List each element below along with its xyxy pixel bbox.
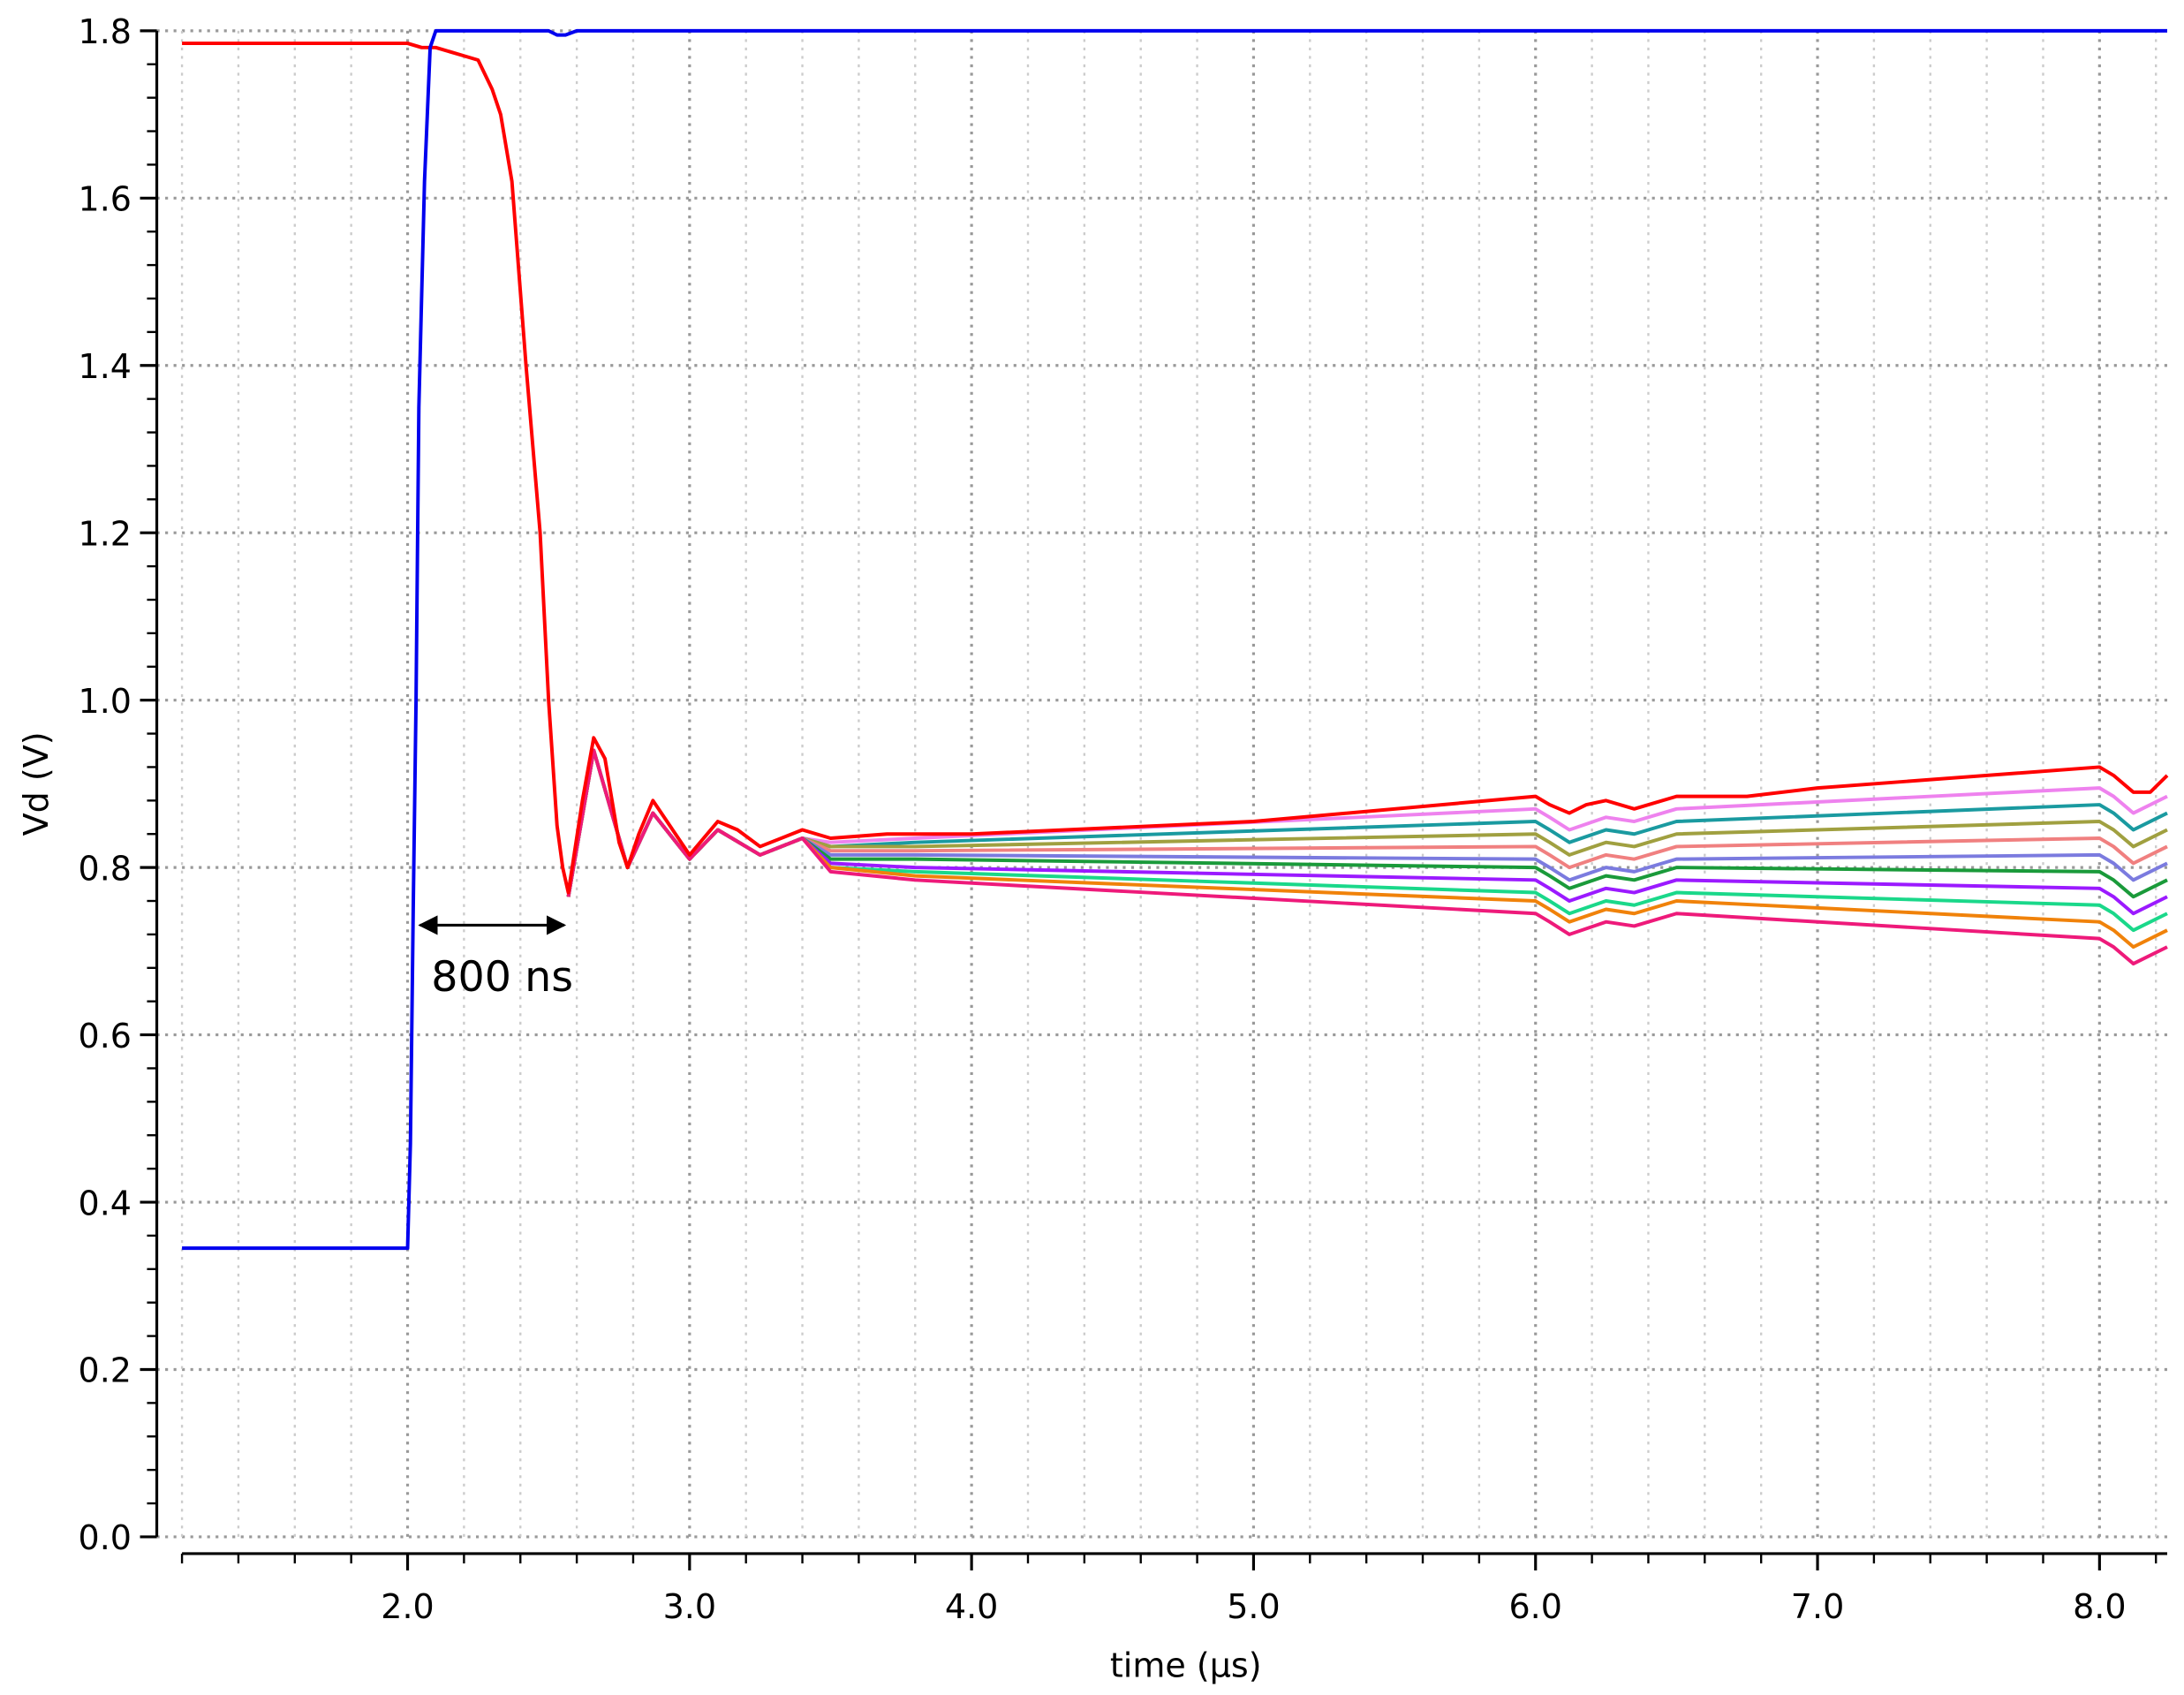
- x-tick-label: 8.0: [2073, 1587, 2126, 1626]
- x-tick-label: 7.0: [1791, 1587, 1844, 1626]
- series-line: [566, 748, 2168, 966]
- x-tick-label: 4.0: [945, 1587, 998, 1626]
- series-line: [182, 42, 2169, 895]
- annotation: 800 ns: [431, 953, 573, 1002]
- y-tick-label: 0.8: [79, 849, 132, 888]
- series-line: [566, 748, 2168, 897]
- x-tick-label: 3.0: [663, 1587, 716, 1626]
- y-tick-label: 1.4: [79, 347, 132, 386]
- series-line: [182, 28, 2167, 1251]
- x-tick-label: 5.0: [1227, 1587, 1280, 1626]
- y-axis-label: Vd (V): [17, 731, 56, 836]
- y-tick-label: 0.0: [79, 1518, 132, 1557]
- plot-lines: [182, 28, 2169, 1251]
- y-tick-label: 0.2: [79, 1351, 132, 1390]
- x-tick-label: 6.0: [1508, 1587, 1561, 1626]
- x-tick-label: 2.0: [381, 1587, 434, 1626]
- y-tick-label: 1.0: [79, 682, 132, 721]
- series-line: [566, 748, 2168, 897]
- y-tick-label: 1.8: [79, 12, 132, 51]
- series-line: [566, 748, 2168, 899]
- series-line: [566, 748, 2168, 897]
- y-tick-label: 1.2: [79, 514, 132, 553]
- axes: 0.0 0.2 0.4 0.6 0.8 1.0 1.2 1.4 1.6 1.8 2.0 3.0 4.0 5…: [79, 12, 2167, 1626]
- series-line: [566, 748, 2168, 897]
- series-line: [566, 748, 2168, 897]
- x-axis-label: time (µs): [1110, 1646, 1262, 1684]
- y-tick-label: 1.6: [79, 180, 132, 219]
- y-tick-label: 0.4: [79, 1184, 132, 1222]
- y-tick-label: 0.6: [79, 1017, 132, 1056]
